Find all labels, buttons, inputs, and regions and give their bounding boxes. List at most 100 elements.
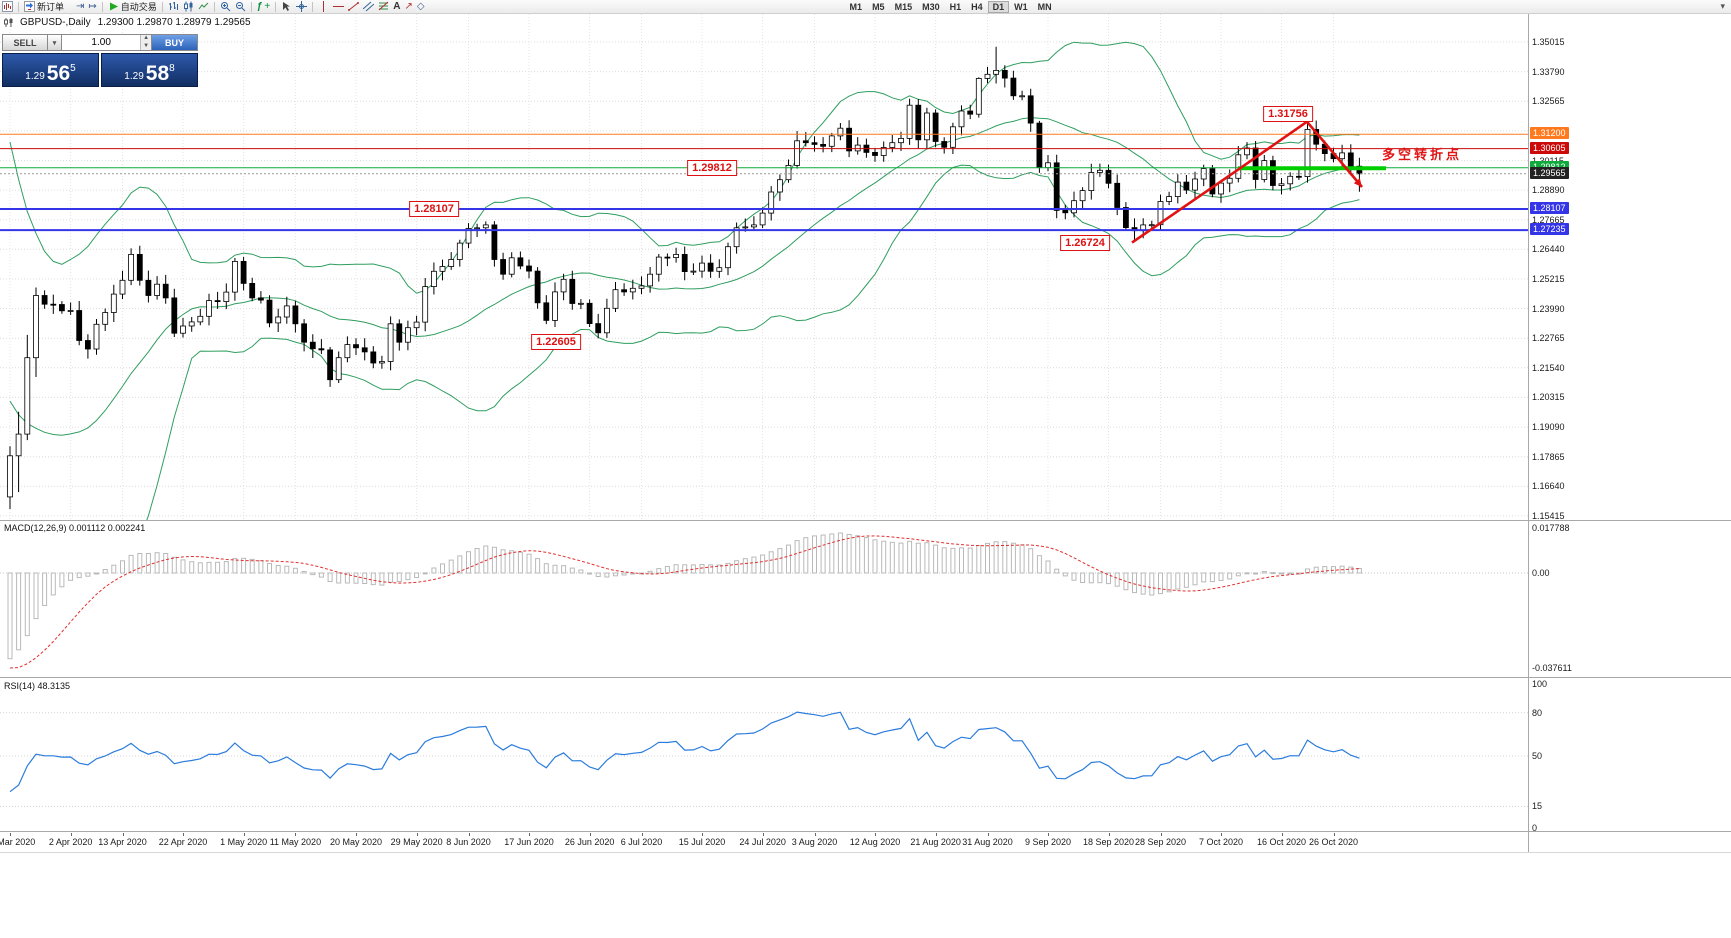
panel-separator[interactable]	[0, 677, 1731, 678]
toolbar-overflow-icon[interactable]: ▾	[1720, 1, 1725, 11]
macd-label: MACD(12,26,9) 0.001112 0.002241	[4, 523, 146, 533]
vertical-line-button[interactable]	[316, 0, 331, 13]
date-tick	[1221, 833, 1222, 836]
date-label: 18 Sep 2020	[1082, 837, 1135, 847]
date-label: 21 Aug 2020	[910, 837, 961, 847]
macd-canvas[interactable]	[0, 521, 1528, 677]
new-order-button[interactable]: 新订单	[22, 0, 66, 13]
text-button[interactable]: A	[391, 0, 402, 13]
new-chart-icon	[2, 1, 13, 12]
bar-chart-button[interactable]	[166, 0, 181, 13]
sell-button[interactable]: SELL	[2, 34, 48, 51]
trendline-button[interactable]	[346, 0, 361, 13]
date-label: 31 Aug 2020	[962, 837, 1013, 847]
date-tick	[641, 833, 643, 836]
indicators-button[interactable]: ƒ +	[255, 0, 272, 13]
sell-price-sup: 5	[70, 63, 76, 74]
timeframe-m30-button[interactable]: M30	[917, 1, 945, 13]
volume-input[interactable]	[62, 35, 141, 50]
rsi-canvas[interactable]	[0, 678, 1528, 831]
date-label: 6 Jul 2020	[620, 837, 663, 847]
toolbar-separator	[250, 1, 252, 12]
price-level-badge: 1.27235	[1530, 223, 1569, 236]
zoom-in-button[interactable]	[218, 0, 233, 13]
price-tick: 1.28890	[1532, 185, 1565, 196]
channel-icon	[363, 1, 375, 12]
time-axis[interactable]: 24 Mar 2020 2 Apr 2020 13 Apr 2020 22 Apr 2…	[0, 833, 1528, 852]
horizontal-line-button[interactable]	[331, 0, 346, 13]
buy-price-sup: 8	[169, 63, 175, 74]
date-tick	[702, 833, 703, 836]
toolbar-separator	[18, 1, 19, 12]
timeframe-h4-button[interactable]: H4	[966, 1, 988, 13]
date-label: 3 Aug 2020	[791, 837, 838, 847]
date-tick	[1048, 833, 1049, 836]
macd-tick: 0.00	[1532, 568, 1550, 578]
timeframe-m1-button[interactable]: M1	[845, 1, 868, 13]
price-tick: 1.30115	[1532, 156, 1564, 166]
channel-button[interactable]	[361, 0, 376, 13]
volume-down-button[interactable]: ▼	[141, 42, 151, 50]
date-tick	[589, 833, 591, 836]
price-scale-separator	[1528, 14, 1529, 852]
candlestick-chart-button[interactable]	[181, 0, 196, 13]
date-tick	[1281, 833, 1283, 836]
price-tick: 1.33790	[1532, 66, 1565, 77]
date-tick	[122, 833, 124, 836]
rsi-label: RSI(14) 48.3135	[4, 681, 71, 691]
line-chart-button[interactable]	[196, 0, 211, 13]
timeframe-m15-button[interactable]: M15	[890, 1, 918, 13]
timeframe-m5-button[interactable]: M5	[867, 1, 890, 13]
window-bottom-edge	[0, 852, 1731, 853]
panel-separator[interactable]	[0, 520, 1731, 521]
toolbar-separator	[101, 1, 103, 12]
date-tick	[1333, 833, 1335, 836]
volume-up-button[interactable]: ▲	[141, 35, 151, 43]
zoom-out-button[interactable]	[233, 0, 248, 13]
sell-price-main: 1.29	[25, 71, 45, 82]
price-tick: 1.23990	[1532, 303, 1565, 314]
line-chart-icon	[198, 2, 209, 10]
date-tick	[10, 833, 11, 836]
buy-button[interactable]: BUY	[152, 34, 198, 51]
new-chart-button[interactable]	[0, 0, 15, 13]
auto-scroll-button[interactable]: ↦	[86, 0, 98, 13]
arrow-tool-button[interactable]: ↗	[402, 0, 414, 13]
shapes-button[interactable]: ◇	[415, 0, 427, 13]
date-label: 13 Apr 2020	[98, 837, 147, 847]
chart-shift-button[interactable]: ⇥	[74, 0, 86, 13]
trendline-icon	[348, 2, 360, 11]
candlestick-chart-icon	[183, 1, 193, 12]
timeframe-mn-button[interactable]: MN	[1033, 1, 1057, 13]
fibonacci-button[interactable]	[376, 0, 391, 13]
timeframe-d1-button[interactable]: D1	[987, 0, 1010, 13]
price-scale[interactable]: 1.350151.337901.325651.313401.301151.288…	[1529, 0, 1731, 938]
volume-field-wrap: ▲ ▼	[62, 34, 152, 51]
cursor-button[interactable]	[279, 0, 294, 13]
date-tick	[987, 833, 989, 836]
sell-quote-button[interactable]: 1.29 56 5	[2, 53, 99, 87]
new-order-icon	[24, 1, 35, 12]
price-level-badge: 1.28107	[1530, 202, 1569, 214]
crosshair-button[interactable]	[294, 0, 309, 13]
price-tick: 1.21540	[1532, 362, 1565, 373]
date-tick	[183, 833, 184, 836]
rsi-tick: 50	[1532, 751, 1543, 761]
autotrading-play-icon	[109, 2, 118, 11]
current-price-badge: 1.29565	[1530, 166, 1569, 179]
date-label: 22 Apr 2020	[158, 837, 208, 847]
sell-dropdown-button[interactable]: ▾	[48, 34, 62, 51]
toolbar: 新订单 ⇥ ↦ 自动交易 ƒ +	[0, 0, 1731, 14]
toolbar-separator	[275, 1, 277, 12]
date-tick	[1108, 833, 1110, 836]
timeframe-h1-button[interactable]: H1	[945, 1, 967, 13]
price-tick: 1.20315	[1532, 392, 1565, 403]
crosshair-icon	[296, 1, 308, 12]
rsi-tick: 15	[1532, 801, 1543, 812]
buy-quote-button[interactable]: 1.29 58 8	[101, 53, 198, 87]
date-label: 2 Apr 2020	[48, 837, 93, 847]
autotrading-button[interactable]: 自动交易	[106, 0, 159, 13]
timeframe-w1-button[interactable]: W1	[1009, 1, 1033, 13]
main-chart-canvas[interactable]	[0, 14, 1528, 520]
date-tick	[243, 833, 245, 836]
